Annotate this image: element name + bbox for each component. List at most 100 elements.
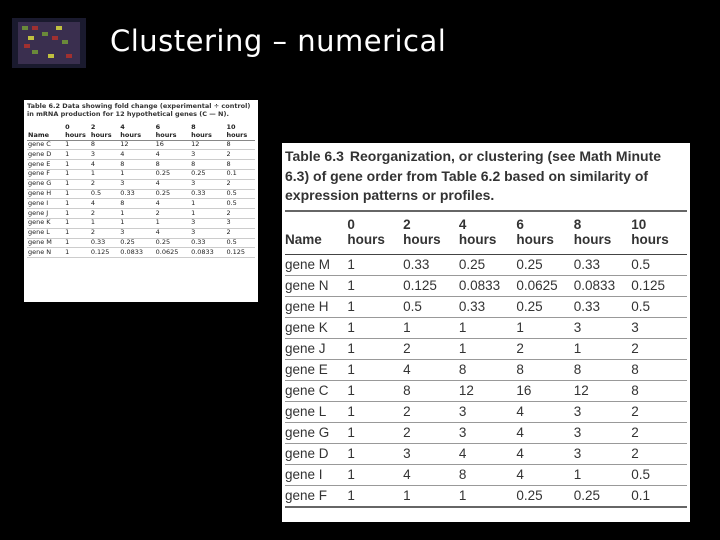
cell-value: 0.5 [225, 198, 255, 210]
cell-value: 4 [403, 464, 459, 486]
cell-value: 1 [347, 275, 404, 297]
cell-value: 0.25 [516, 254, 574, 276]
cell-value: 1 [64, 149, 90, 161]
cell-value: 1 [119, 169, 155, 180]
cell-value: 0.25 [154, 169, 191, 180]
cell-value: 2 [154, 208, 191, 219]
cell-value: 2 [631, 401, 687, 423]
header-text: 10 hours [631, 216, 669, 248]
cell-value: 0.5 [225, 238, 255, 249]
cell-value: 8 [458, 464, 517, 486]
cell-value: 1 [458, 338, 517, 360]
cell-value: 0.5 [631, 254, 687, 276]
table-row: gene M 1 0.33 0.25 0.25 0.33 0.5 [27, 238, 255, 249]
cell-value: 3 [573, 317, 632, 339]
cell-value: 1 [119, 208, 155, 219]
table-caption: Table 6.2 Data showing fold change (expe… [27, 102, 251, 118]
thumbnail-icon [12, 18, 86, 68]
cell-value: 1 [347, 317, 404, 339]
cell-value: 1 [403, 317, 459, 339]
cell-value: 2 [631, 338, 687, 360]
gene-name: gene K [285, 317, 348, 339]
cell-value: 0.33 [573, 254, 632, 276]
cell-value: 0.0833 [119, 247, 155, 259]
column-header: 10 hours [225, 121, 255, 141]
table-row: gene C 1 8 12 16 12 8 [285, 380, 687, 402]
cell-value: 0.25 [573, 485, 632, 508]
gene-name: gene F [27, 169, 65, 180]
cell-value: 12 [573, 380, 632, 402]
cell-value: 2 [225, 149, 255, 161]
cell-value: 0.33 [190, 189, 226, 200]
caption-text: Reorganization, or clustering (see Math … [285, 148, 662, 204]
cell-value: 0.25 [119, 238, 155, 249]
cell-value: 4 [516, 464, 574, 486]
cell-value: 2 [89, 228, 120, 239]
cell-value: 0.25 [516, 296, 574, 318]
cell-value: 0.125 [89, 247, 120, 259]
table-row: gene C 1 8 12 16 12 8 [27, 140, 255, 151]
column-header: 4 hours [119, 121, 155, 141]
header-text: 2 hours [90, 122, 112, 139]
cell-value: 8 [119, 159, 155, 170]
cell-value: 1 [190, 198, 226, 210]
cell-value: 8 [225, 140, 255, 151]
cell-value: 1 [64, 247, 90, 259]
gene-name: gene L [285, 401, 348, 423]
cell-value: 1 [154, 218, 191, 229]
table-6-3: Table 6.3 Reorganization, or clustering (… [282, 143, 690, 522]
cell-value: 4 [154, 179, 191, 190]
table-row: gene M 1 0.33 0.25 0.25 0.33 0.5 [285, 254, 687, 276]
cell-value: 8 [225, 159, 255, 170]
cell-value: 3 [190, 218, 226, 229]
gene-name: gene L [27, 228, 65, 239]
cell-value: 4 [516, 443, 574, 465]
cell-value: 1 [119, 218, 155, 229]
cell-value: 0.1 [225, 169, 255, 180]
cell-value: 8 [190, 159, 226, 170]
cell-value: 1 [347, 464, 404, 486]
cell-value: 12 [458, 380, 517, 402]
cell-value: 0.33 [190, 238, 226, 249]
gene-name: gene I [27, 198, 65, 210]
gene-name: gene G [27, 179, 65, 190]
cell-value: 1 [64, 159, 90, 170]
cell-value: 1 [347, 359, 404, 381]
cell-value: 0.125 [225, 247, 255, 259]
cell-value: 0.25 [516, 485, 574, 508]
gene-name: gene M [285, 254, 348, 276]
gene-name: gene F [285, 485, 348, 508]
cell-value: 4 [403, 359, 459, 381]
gene-name: gene H [285, 296, 348, 318]
column-header: 0 hours [347, 211, 404, 255]
cell-value: 4 [516, 401, 574, 423]
cell-value: 0.125 [631, 275, 687, 297]
cell-value: 8 [154, 159, 191, 170]
header-text: 0 hours [347, 216, 385, 248]
cell-value: 0.5 [631, 296, 687, 318]
column-header: 0 hours [64, 121, 90, 141]
table-row: gene I 1 4 8 4 1 0.5 [285, 464, 687, 486]
table-caption: Table 6.3 Reorganization, or clustering (… [285, 147, 687, 212]
cell-value: 16 [516, 380, 574, 402]
cell-value: 2 [225, 228, 255, 239]
header-text: 2 hours [403, 216, 441, 248]
cell-value: 3 [573, 401, 632, 423]
gene-name: gene D [27, 149, 65, 161]
cell-value: 16 [154, 140, 191, 151]
cell-value: 0.33 [458, 296, 517, 318]
column-header: 2 hours [403, 211, 459, 255]
cell-value: 2 [225, 179, 255, 190]
header-text: 4 hours [458, 216, 497, 248]
slide-title: Clustering – numerical [110, 24, 447, 58]
cell-value: 2 [225, 208, 255, 219]
cell-value: 4 [89, 198, 120, 210]
cell-value: 2 [631, 443, 687, 465]
